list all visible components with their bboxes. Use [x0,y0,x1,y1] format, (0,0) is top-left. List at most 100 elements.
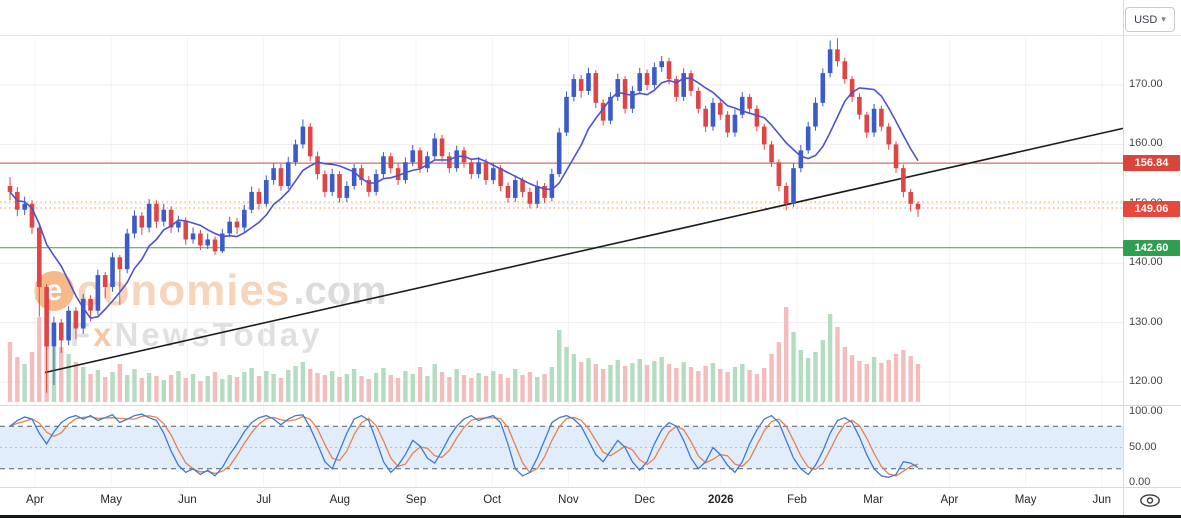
candle-body [578,79,584,91]
candle-body [674,79,679,97]
volume-bar [849,355,855,402]
candle-body [132,215,137,234]
volume-bar [886,360,891,402]
volume-bar [527,372,533,402]
candle-body [849,79,855,97]
time-axis-label: Dec [634,494,655,506]
volume-bar [29,352,35,402]
time-axis-label: 2026 [708,494,734,506]
candle-body [161,209,167,222]
volume-bar [447,377,452,402]
candle-body [36,227,42,287]
candle-body [432,138,438,157]
volume-bar [637,359,642,402]
volume-bar [476,373,481,402]
candle-body [505,185,511,198]
candle-body [886,126,892,145]
candle-body [315,156,320,175]
volume-bar [403,371,408,402]
candle-body [439,138,445,157]
candle-body [871,108,877,133]
eye-icon[interactable] [1139,493,1161,513]
candle-body [285,162,291,186]
candle-body [637,73,643,91]
volume-bar [681,362,686,402]
volume-bar [798,350,804,402]
candle-body [168,209,174,228]
top-separator [0,35,1181,36]
volume-bar [556,330,562,402]
axis-separator [0,487,1181,488]
volume-bar [483,376,489,402]
volume-bar [491,371,496,402]
candle-body [410,150,416,163]
candle-body [571,79,577,97]
volume-bar [776,342,782,402]
time-axis-label: Apr [26,494,44,506]
volume-bar [842,347,847,402]
volume-bar [66,354,71,402]
oscillator-tick-label: 100.00 [1129,405,1163,417]
volume-bar [278,378,284,402]
moving-average-line [9,77,919,319]
time-axis-label: Feb [787,494,807,506]
candle-body [857,96,862,115]
candle-body [769,144,774,163]
currency-selector-button[interactable]: USD ▾ [1125,7,1175,32]
volume-bar [344,374,350,402]
volume-bar [901,350,906,402]
candle-body [483,162,489,181]
time-axis-label: Mar [863,494,884,506]
volume-bar [293,366,298,402]
candle-body [51,322,57,347]
candle-body [534,185,540,204]
oscillator-k-line [9,413,919,478]
tagline-x: x [93,316,115,353]
candle-body [805,126,811,151]
candle-body [278,168,284,186]
candle-body [102,275,108,287]
volume-bar [666,364,672,402]
pane-separator [0,405,1181,406]
candle-body [44,286,49,347]
volume-bar [820,340,826,402]
volume-bar [242,372,247,402]
volume-bar [124,375,130,402]
candle-body [7,185,13,192]
price-axis[interactable]: 170.00160.00150.00140.00130.00120.00100.… [1123,0,1181,515]
volume-bar [81,367,86,402]
volume-bar [315,373,320,402]
candle-body [154,203,159,222]
volume-bar [513,369,518,402]
candle-body [747,96,752,109]
candle-body [359,168,364,181]
bottom-border [0,515,1181,518]
candle-body [322,174,328,192]
candle-body [879,108,884,127]
candle-body [190,233,196,240]
time-axis-label: May [1014,494,1037,506]
volume-bar [740,364,745,402]
time-axis[interactable]: Apr May Jun Jul Aug Sep Oct Nov Dec 2026 Feb Mar Apr… [0,488,1123,515]
price-badge: 149.06 [1123,201,1180,218]
candle-body [761,126,767,145]
candle-body [388,156,394,169]
candle-body [630,90,635,109]
volume-bar [469,378,474,402]
candle-body [732,114,738,133]
time-axis-label: Sep [405,494,427,506]
candle-body [915,203,921,210]
volume-bar [271,374,276,402]
candle-body [725,114,730,133]
volume-bar [256,376,262,402]
volume-bar [461,375,467,402]
candle-body [447,156,452,169]
volume-bar [198,381,203,402]
candle-body [66,310,71,341]
candle-body [600,102,606,121]
volume-bar [754,374,760,402]
volume-bar [630,363,635,402]
candle-body [710,102,716,127]
volume-bar [308,369,313,402]
